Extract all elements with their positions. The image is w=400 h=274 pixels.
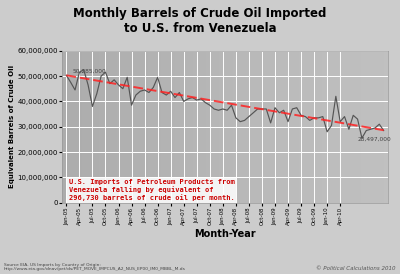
Text: Source EIA, US Imports by Country of Origin:
http://www.eia.gov/dnav/pet/ds/PET_: Source EIA, US Imports by Country of Ori… xyxy=(4,263,186,271)
Y-axis label: Equivalent Barrels of Crude Oil: Equivalent Barrels of Crude Oil xyxy=(8,65,14,188)
Text: 28,497,000: 28,497,000 xyxy=(358,137,391,142)
Text: Monthly Barrels of Crude Oil Imported
to U.S. from Venezuela: Monthly Barrels of Crude Oil Imported to… xyxy=(73,7,327,35)
X-axis label: Month-Year: Month-Year xyxy=(194,229,256,239)
Text: © Political Calculations 2010: © Political Calculations 2010 xyxy=(316,266,396,271)
Text: 50,285,000: 50,285,000 xyxy=(73,68,107,73)
Text: U.S. Imports of Petroleum Products from
Venezuela falling by equivalent of
296,7: U.S. Imports of Petroleum Products from … xyxy=(68,179,234,201)
